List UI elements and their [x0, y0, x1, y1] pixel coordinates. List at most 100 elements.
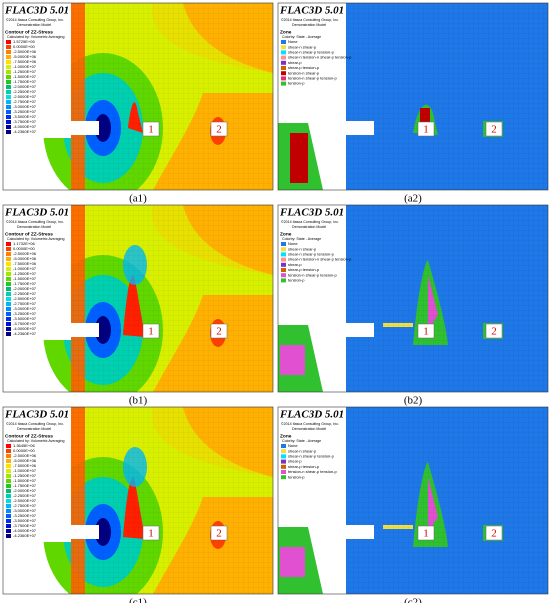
- legend-label: -1.2500E+07: [13, 69, 37, 74]
- opening: [71, 525, 99, 539]
- model-name: Demonstration Model: [292, 225, 326, 229]
- legend-swatch: [6, 70, 11, 74]
- legend-swatch: [6, 534, 11, 538]
- legend-label: -3.7500E+07: [13, 523, 37, 528]
- legend-label: shear-p tension-p: [288, 267, 320, 272]
- legend-label: -2.5000E+07: [13, 94, 37, 99]
- legend-swatch: [6, 454, 11, 458]
- legend-label: -3.5000E+07: [13, 114, 37, 119]
- legend-label: shear-n tension-n shear-p tension-p: [288, 55, 352, 60]
- marker-box: [210, 323, 228, 339]
- panel-border: [277, 2, 549, 191]
- opening: [346, 323, 374, 337]
- legend-swatch: [6, 292, 11, 296]
- legend-swatch: [6, 509, 11, 513]
- legend-label: shear-n shear-p tension-p: [288, 453, 335, 458]
- legend-swatch: [6, 90, 11, 94]
- copyright: ©2014 Itasca Consulting Group, Inc.: [281, 422, 339, 426]
- caption: (c1): [129, 597, 147, 603]
- marker-label: 2: [491, 326, 497, 338]
- legend-label: tension-n shear-p tension-p: [288, 469, 337, 474]
- legend-swatch: [6, 322, 11, 326]
- marker-box: [485, 525, 503, 541]
- panel-title: FLAC3D 5.01: [279, 207, 344, 219]
- legend-label: -2.0000E+07: [13, 84, 37, 89]
- marker-label: 1: [423, 528, 429, 540]
- legend-title: Contour of ZZ-Stress: [5, 231, 53, 237]
- legend-label: -2.2500E+07: [13, 89, 37, 94]
- legend-title: Contour of ZZ-Stress: [5, 29, 53, 35]
- legend-swatch: [281, 50, 286, 55]
- mesh: [346, 205, 548, 392]
- legend-swatch: [6, 85, 11, 89]
- panel-title: FLAC3D 5.01: [4, 409, 69, 421]
- opening: [346, 121, 374, 135]
- legend-label: shear-p tension-p: [288, 464, 320, 469]
- marker-label: 1: [148, 124, 154, 136]
- legend-label: -4.2360E+07: [13, 331, 37, 336]
- legend-swatch: [6, 110, 11, 114]
- legend-swatch: [6, 80, 11, 84]
- legend-label: -1.7500E+07: [13, 483, 37, 488]
- legend-swatch: [6, 50, 11, 54]
- legend-label: -4.0000E+07: [13, 124, 37, 129]
- legend-subtitle: Calculated by: Volumetric Averaging: [7, 439, 64, 443]
- legend-subtitle: Colorby: State - Average: [282, 439, 321, 443]
- legend-swatch: [6, 40, 11, 44]
- caption: (b1): [129, 395, 148, 407]
- model-name: Demonstration Model: [17, 427, 51, 431]
- marker-label: 1: [423, 326, 429, 338]
- legend-label: -4.0000E+07: [13, 326, 37, 331]
- legend-swatch: [281, 475, 286, 480]
- legend-box: [3, 407, 71, 542]
- legend-label: -1.5000E+07: [13, 478, 37, 483]
- marker-label: 2: [491, 124, 497, 136]
- legend-label: 0.0000E+00: [13, 44, 35, 49]
- legend-subtitle: Colorby: State - Average: [282, 237, 321, 241]
- legend-swatch: [6, 529, 11, 533]
- legend-swatch: [6, 100, 11, 104]
- mesh: [346, 3, 548, 190]
- legend-swatch: [281, 454, 286, 459]
- legend-label: -5.0000E+06: [13, 256, 37, 261]
- legend-swatch: [6, 95, 11, 99]
- legend-swatch: [6, 307, 11, 311]
- panel-border: [2, 2, 274, 191]
- field: [280, 345, 305, 375]
- legend-swatch: [6, 464, 11, 468]
- legend-swatch: [6, 262, 11, 266]
- legend-box: [3, 3, 71, 138]
- legend-label: -3.0000E+07: [13, 508, 37, 513]
- legend-swatch: [281, 81, 286, 86]
- legend-swatch: [6, 504, 11, 508]
- legend-swatch: [281, 247, 286, 252]
- legend-title: Zone: [280, 433, 292, 439]
- legend-label: 0.0000E+00: [13, 246, 35, 251]
- legend-subtitle: Calculated by: Volumetric Averaging: [7, 237, 64, 241]
- legend-label: tension-p: [288, 277, 305, 282]
- legend-swatch: [6, 125, 11, 129]
- legend-swatch: [281, 252, 286, 257]
- legend-swatch: [6, 484, 11, 488]
- legend-label: shear-n shear-p tension-p: [288, 49, 335, 54]
- legend-swatch: [6, 115, 11, 119]
- legend-swatch: [281, 459, 286, 464]
- legend-label: None: [288, 39, 298, 44]
- legend-label: -2.7500E+07: [13, 503, 37, 508]
- mesh: [71, 3, 273, 190]
- marker-box: [142, 121, 160, 137]
- opening: [71, 121, 99, 135]
- copyright: ©2014 Itasca Consulting Group, Inc.: [6, 18, 64, 22]
- legend-label: -1.0000E+07: [13, 266, 37, 271]
- field: [290, 133, 308, 183]
- legend-label: -7.5000E+06: [13, 261, 37, 266]
- caption: (c2): [404, 597, 422, 603]
- marker-label: 2: [491, 528, 497, 540]
- legend-label: -7.5000E+06: [13, 463, 37, 468]
